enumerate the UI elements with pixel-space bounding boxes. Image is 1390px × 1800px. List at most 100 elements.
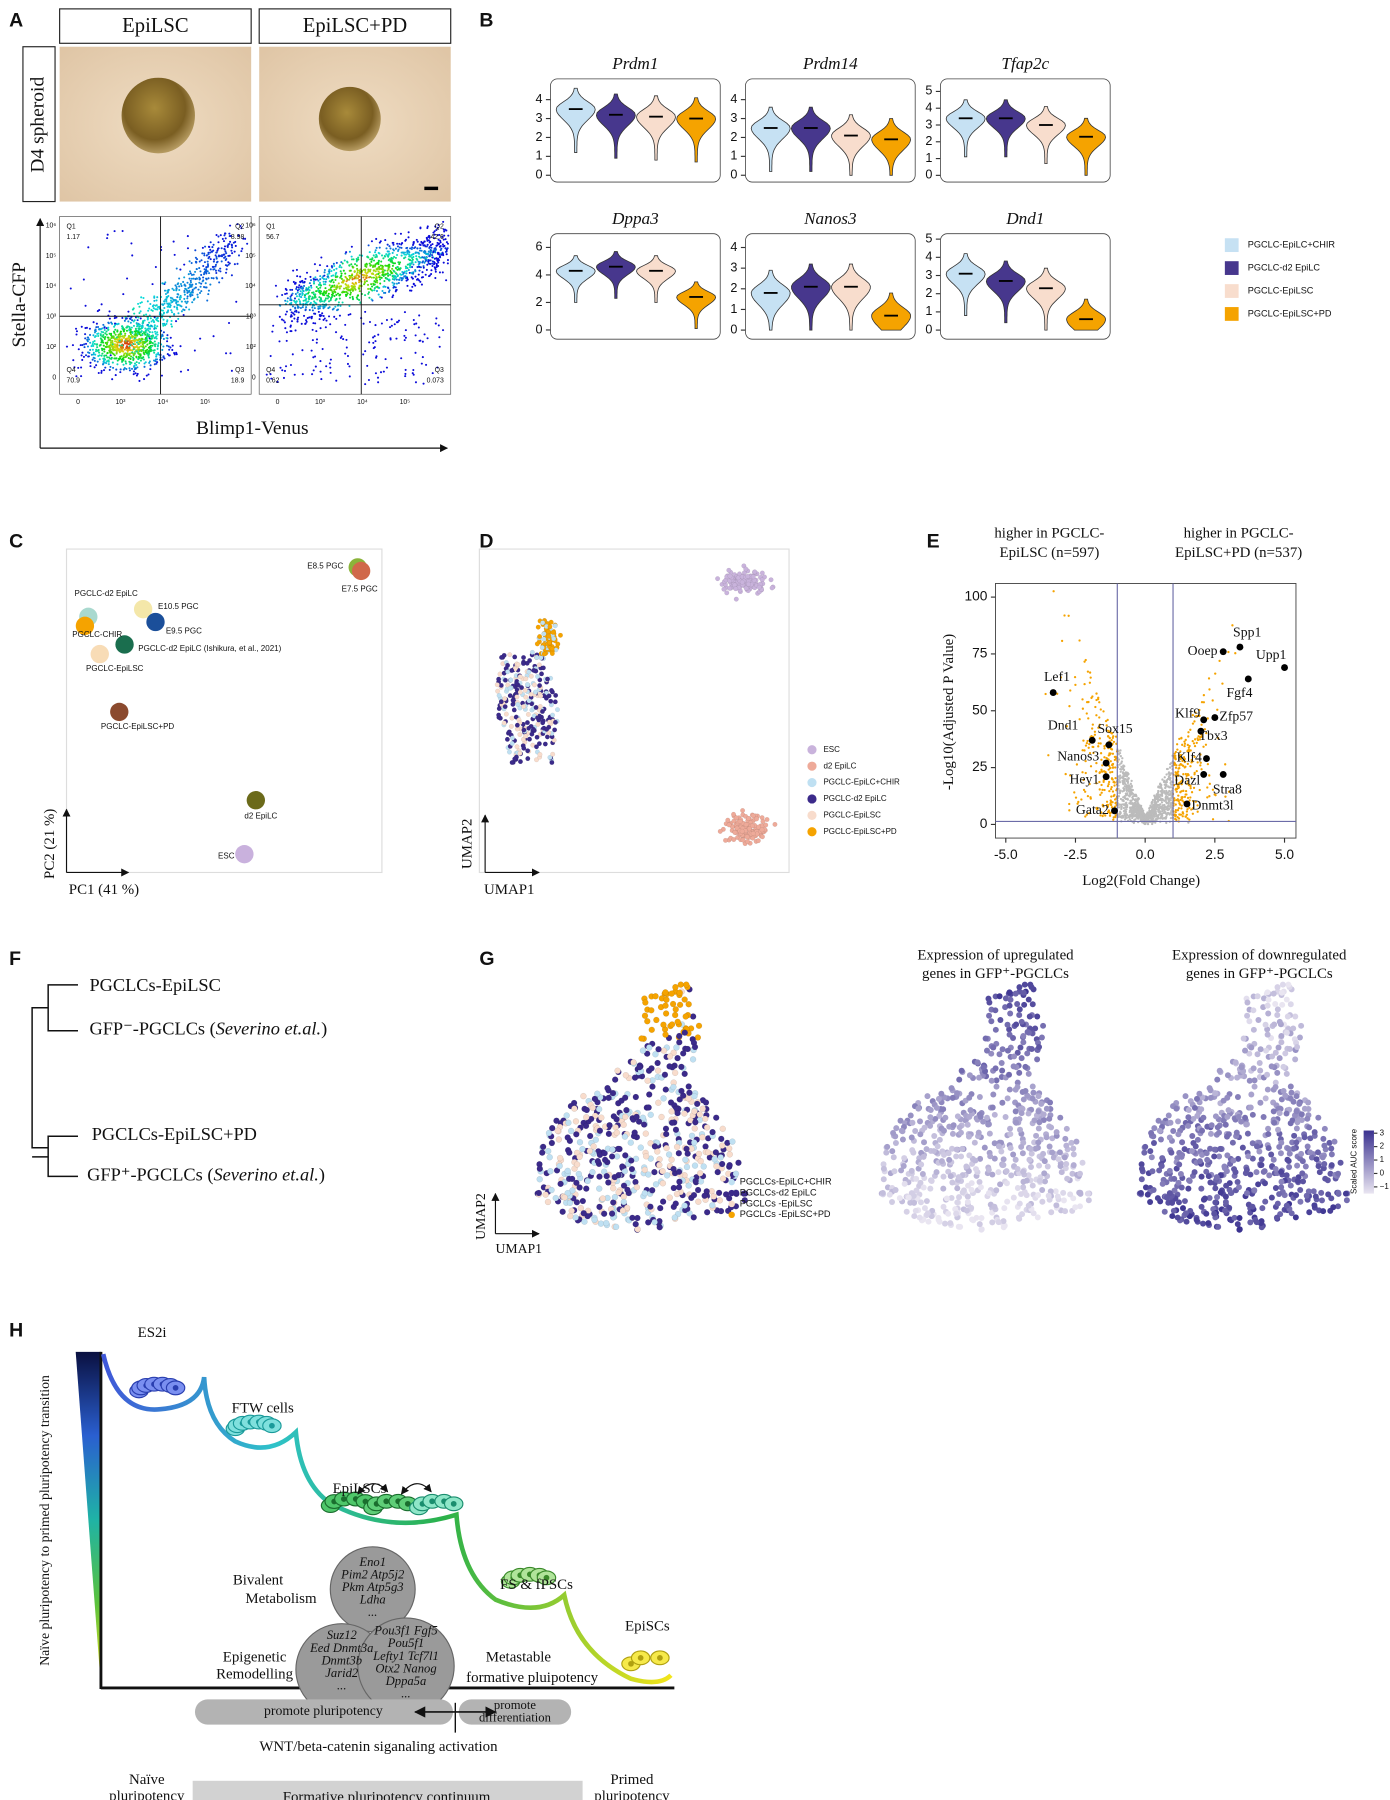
gene-dot bbox=[1184, 790, 1188, 793]
event-dot bbox=[120, 355, 123, 358]
cell-dot bbox=[534, 641, 540, 647]
event-dot bbox=[190, 273, 194, 276]
event-dot bbox=[426, 239, 429, 242]
gene-dot bbox=[1060, 639, 1064, 643]
event-dot bbox=[179, 345, 182, 348]
event-dot bbox=[341, 301, 344, 304]
event-dot bbox=[286, 300, 289, 303]
gene-dot bbox=[1145, 814, 1148, 817]
event-dot bbox=[406, 246, 409, 249]
gene-dot bbox=[1155, 796, 1158, 800]
event-dot bbox=[134, 339, 137, 342]
event-dot bbox=[374, 280, 377, 283]
event-dot bbox=[350, 245, 353, 248]
gene-dot bbox=[1183, 766, 1186, 769]
cell-dot bbox=[526, 698, 532, 704]
gene-dot bbox=[1098, 788, 1101, 791]
y-tick-label: 1 bbox=[730, 302, 737, 316]
y-tick-label: 0 bbox=[925, 168, 932, 182]
event-dot bbox=[156, 316, 159, 319]
event-dot bbox=[426, 263, 429, 266]
event-dot bbox=[445, 241, 448, 244]
event-dot bbox=[131, 308, 134, 311]
event-dot bbox=[118, 339, 121, 342]
leaf-label-part: GFP⁻-PGCLCs ( bbox=[89, 1019, 215, 1040]
event-dot bbox=[351, 274, 354, 277]
event-dot bbox=[139, 341, 142, 344]
event-dot bbox=[328, 280, 331, 283]
event-dot bbox=[217, 241, 220, 244]
event-dot bbox=[339, 264, 342, 267]
event-dot bbox=[433, 233, 436, 236]
event-dot bbox=[166, 310, 169, 313]
x-axis-title: PC1 (41 %) bbox=[69, 882, 139, 898]
event-dot bbox=[225, 252, 228, 255]
event-dot bbox=[174, 284, 177, 287]
event-dot bbox=[148, 325, 151, 328]
gene-dot bbox=[1097, 742, 1100, 745]
event-dot bbox=[176, 308, 179, 311]
event-dot bbox=[115, 340, 118, 343]
event-dot bbox=[369, 268, 372, 271]
gene-dot bbox=[1133, 794, 1136, 798]
cell-dot bbox=[531, 667, 537, 673]
event-dot bbox=[207, 277, 210, 280]
event-dot bbox=[203, 268, 206, 271]
event-dot bbox=[373, 265, 376, 268]
event-dot bbox=[98, 344, 101, 347]
event-dot bbox=[298, 300, 301, 303]
cell-dot bbox=[752, 569, 758, 575]
event-dot bbox=[204, 282, 207, 285]
gene-dot bbox=[1195, 741, 1198, 745]
event-dot bbox=[148, 345, 151, 348]
event-dot bbox=[186, 289, 189, 292]
event-dot bbox=[299, 302, 302, 305]
gene-dot bbox=[1095, 714, 1098, 717]
event-dot bbox=[289, 363, 292, 367]
event-dot bbox=[410, 271, 413, 274]
gene-dot bbox=[1125, 808, 1128, 811]
event-dot bbox=[167, 288, 170, 291]
cell-dot bbox=[523, 694, 529, 700]
x-tick-label: 0 bbox=[76, 399, 80, 406]
event-dot bbox=[392, 284, 395, 287]
event-dot bbox=[198, 267, 201, 270]
cell-dot bbox=[529, 649, 535, 655]
event-dot bbox=[315, 278, 319, 281]
event-dot bbox=[199, 270, 202, 273]
event-dot bbox=[111, 339, 114, 342]
gene-dot bbox=[1095, 692, 1098, 695]
event-dot bbox=[284, 313, 287, 316]
gene-dot bbox=[1129, 782, 1132, 785]
event-dot bbox=[136, 372, 139, 375]
cell-dot bbox=[739, 579, 745, 585]
event-dot bbox=[358, 298, 361, 301]
leaf-label: PGCLCs-EpiLSC+PD bbox=[92, 1124, 257, 1144]
event-dot bbox=[225, 271, 228, 274]
gene-dot bbox=[1165, 783, 1168, 787]
violin bbox=[790, 106, 831, 172]
gene-dot bbox=[1121, 803, 1125, 806]
gene-dot bbox=[1100, 791, 1103, 794]
event-dot bbox=[411, 256, 414, 260]
event-dot bbox=[425, 268, 428, 271]
event-dot bbox=[339, 336, 342, 339]
event-dot bbox=[368, 251, 371, 254]
cell-dot bbox=[548, 619, 554, 625]
gene-dot bbox=[1124, 794, 1128, 797]
event-dot bbox=[444, 247, 447, 250]
cell-dot bbox=[755, 838, 761, 844]
event-dot bbox=[169, 306, 172, 309]
gene-dot bbox=[1123, 814, 1126, 817]
event-dot bbox=[373, 251, 377, 254]
event-dot bbox=[317, 287, 320, 290]
event-dot bbox=[425, 252, 428, 256]
event-dot bbox=[135, 355, 138, 358]
event-dot bbox=[445, 250, 448, 253]
event-dot bbox=[411, 261, 414, 264]
event-dot bbox=[211, 246, 214, 249]
column-header: EpiLSC+PD bbox=[303, 15, 408, 37]
event-dot bbox=[442, 238, 445, 241]
event-dot bbox=[132, 373, 135, 376]
gene-dot bbox=[1113, 781, 1116, 784]
